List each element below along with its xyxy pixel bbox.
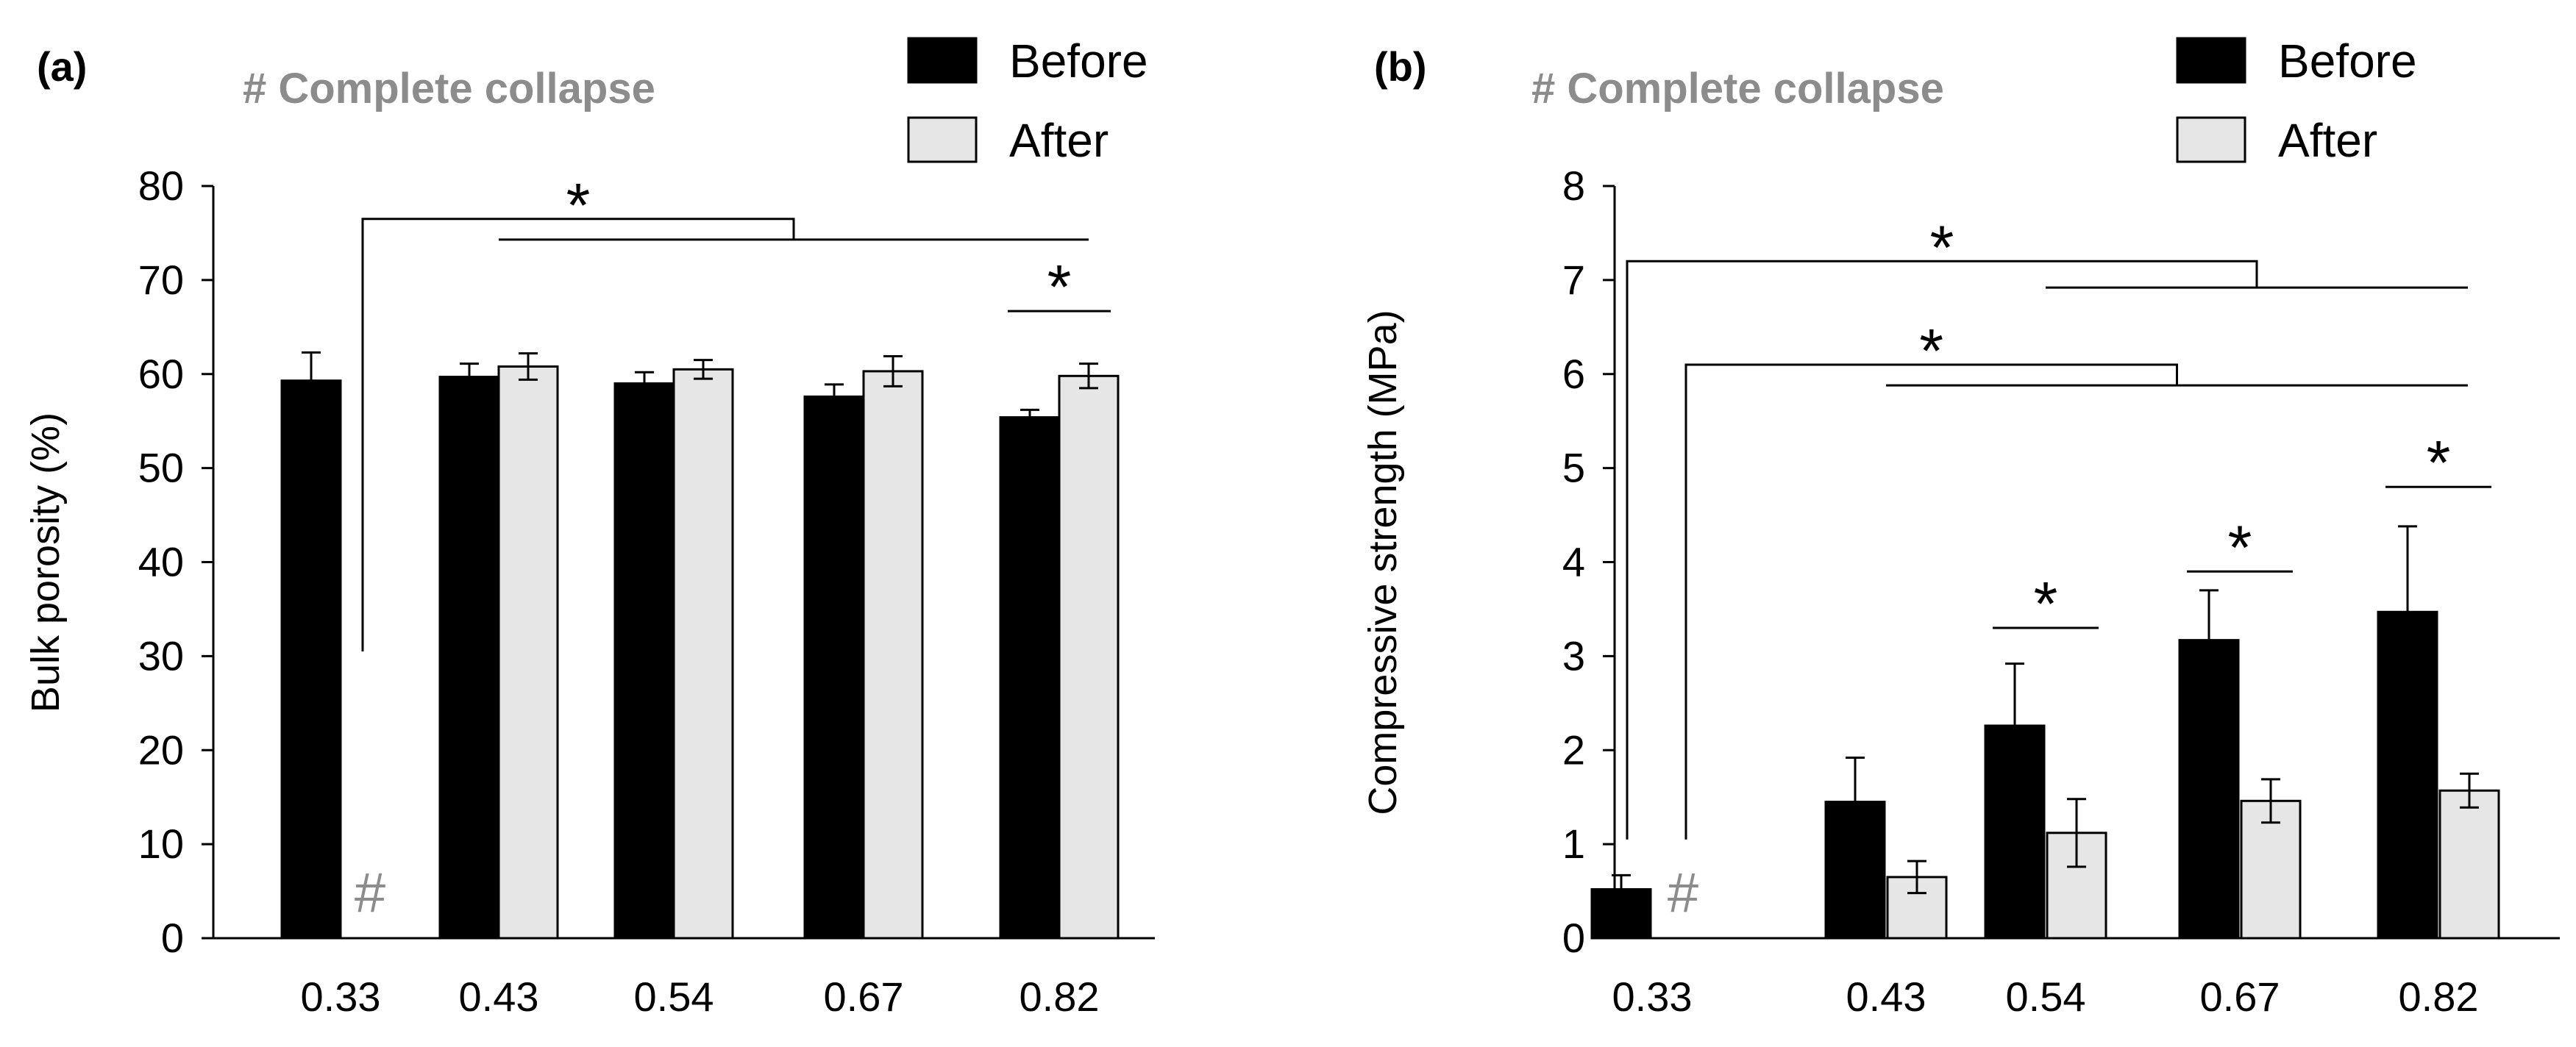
x-tick-label: 0.54	[2006, 973, 2086, 1020]
bar-after	[2438, 789, 2500, 940]
collapse-marker: #	[1668, 862, 1698, 924]
y-tick-label: 2	[1562, 726, 1585, 773]
x-tick-label: 0.82	[1020, 973, 1100, 1020]
y-tick-label: 60	[138, 351, 184, 397]
x-tick-label: 0.33	[301, 973, 381, 1020]
legend-label-after: After	[1009, 114, 1109, 167]
legend-swatch-before	[2176, 37, 2246, 84]
y-tick-label: 1	[1562, 821, 1585, 867]
bar-before	[999, 416, 1061, 940]
legend-label-before: Before	[2278, 35, 2417, 87]
x-tick-label: 0.54	[634, 973, 714, 1020]
bar-after	[497, 365, 559, 940]
y-tick-label: 20	[138, 726, 184, 773]
legend-label-before: Before	[1009, 35, 1148, 87]
bar-before	[280, 379, 342, 940]
y-tick-label: 6	[1562, 351, 1585, 397]
x-tick-label: 0.43	[1846, 973, 1926, 1020]
significance-star: *	[2034, 569, 2058, 638]
y-tick-label: 80	[138, 162, 184, 209]
legend-label-after: After	[2278, 114, 2377, 167]
chart-panel-b: (b) # Complete collapse Before After 0 1 2 3 4 5 6…	[1361, 35, 2560, 1020]
significance-bracket	[1684, 363, 2178, 840]
significance-star: *	[1047, 252, 1072, 321]
x-tick-label: 0.67	[824, 973, 904, 1020]
y-tick-label: 8	[1562, 162, 1585, 209]
bar-before	[438, 376, 500, 940]
legend-swatch-after	[2176, 116, 2246, 163]
collapse-note: # Complete collapse	[1531, 65, 1944, 112]
y-tick-label: 4	[1562, 539, 1585, 585]
legend-swatch-after	[907, 116, 978, 163]
y-tick-label: 3	[1562, 632, 1585, 679]
y-tick-label: 40	[138, 539, 184, 585]
x-tick-label: 0.33	[1612, 973, 1693, 1020]
y-tick-label: 30	[138, 632, 184, 679]
y-axis-title: Bulk porosity (%)	[24, 412, 68, 712]
significance-bracket	[1626, 260, 2258, 840]
bar-after	[862, 370, 924, 940]
bar-before	[803, 395, 865, 940]
significance-star: *	[2427, 428, 2451, 497]
x-tick-label: 0.67	[2200, 973, 2280, 1020]
y-tick-label: 10	[138, 821, 184, 867]
y-tick-label: 5	[1562, 445, 1585, 491]
panel-label: (b)	[1374, 43, 1427, 90]
bar-after	[1058, 374, 1120, 940]
bar-before	[613, 382, 675, 940]
y-tick-label: 70	[138, 257, 184, 303]
y-tick-label: 7	[1562, 257, 1585, 303]
x-tick-label: 0.82	[2399, 973, 2479, 1020]
collapse-marker: #	[355, 862, 385, 924]
y-tick-label: 0	[1562, 915, 1585, 961]
legend-swatch-before	[907, 37, 978, 84]
chart-panel-a: (a) # Complete collapse Before After 0 10 20 30…	[24, 35, 1155, 1020]
y-tick-label: 0	[161, 915, 184, 961]
collapse-note: # Complete collapse	[243, 65, 655, 112]
y-axis-title: Compressive strength (MPa)	[1361, 310, 1405, 815]
significance-star: *	[566, 171, 591, 240]
significance-star: *	[2228, 512, 2252, 582]
panel-label: (a)	[37, 43, 87, 90]
significance-star: *	[1930, 212, 1954, 282]
significance-bracket	[361, 218, 795, 651]
y-tick-label: 50	[138, 445, 184, 491]
x-tick-label: 0.43	[459, 973, 539, 1020]
bar-after	[2240, 799, 2302, 940]
significance-star: *	[1919, 316, 1943, 385]
bar-before	[1590, 888, 1652, 940]
bar-after	[672, 368, 734, 940]
